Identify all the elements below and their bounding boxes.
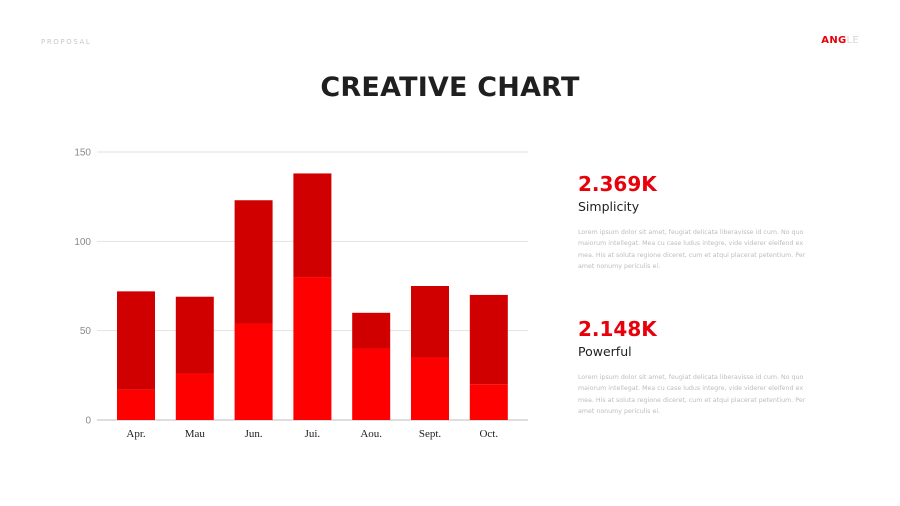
- stat-description: Lorem ipsum dolor sit amet, feugiat deli…: [578, 229, 806, 270]
- stat-value: 2.148K: [578, 317, 657, 341]
- chart-bar-lower: [293, 277, 332, 420]
- chart-bar-lower: [234, 323, 273, 420]
- page-title: CREATIVE CHART: [320, 72, 580, 103]
- chart-bar-upper: [411, 286, 449, 358]
- chart-x-tick-label: Sept.: [419, 428, 442, 440]
- stat-card-2: 2.148K Powerful Lorem ipsum dolor sit am…: [578, 317, 818, 417]
- chart-y-axis: 0 50 100 150: [74, 148, 91, 427]
- brand-logo: ANGLE: [821, 35, 859, 46]
- chart-x-tick-label: Jui.: [305, 428, 321, 440]
- stat-card-1: 2.369K Simplicity Lorem ipsum dolor sit …: [578, 172, 818, 272]
- chart-y-tick-label: 0: [85, 416, 91, 427]
- chart-bar-upper: [469, 294, 508, 385]
- chart-x-tick-label: Oct.: [479, 428, 498, 440]
- chart-x-axis: Apr. Mau Jun. Jui. Aou. Sept. Oct.: [126, 428, 498, 440]
- chart-x-tick-label: Aou.: [360, 428, 382, 440]
- chart-bars: [117, 173, 508, 420]
- stat-label: Powerful: [578, 344, 632, 359]
- chart-x-tick-label: Apr.: [126, 428, 146, 440]
- chart-y-tick-label: 150: [74, 148, 91, 159]
- chart-bar-upper: [352, 312, 391, 349]
- brand-logo-strong: ANG: [821, 35, 847, 46]
- header-label: PROPOSAL: [41, 38, 92, 46]
- chart-bar-lower: [411, 357, 449, 420]
- stat-label: Simplicity: [578, 199, 640, 214]
- chart-bar-lower: [469, 384, 508, 420]
- bar-chart: 0 50 100 150 Apr. Mau Jun. Jui. Aou. Sept. Oct.: [74, 148, 528, 440]
- chart-y-tick-label: 50: [80, 326, 92, 337]
- chart-bar-lower: [117, 389, 155, 420]
- chart-bar-upper: [293, 173, 332, 278]
- chart-bar-upper: [175, 296, 214, 374]
- stat-value: 2.369K: [578, 172, 657, 196]
- chart-bar-lower: [175, 373, 214, 420]
- chart-y-tick-label: 100: [74, 237, 91, 248]
- chart-bar-upper: [234, 200, 273, 324]
- chart-x-tick-label: Jun.: [245, 428, 263, 440]
- chart-bar-upper: [117, 291, 155, 390]
- stat-description: Lorem ipsum dolor sit amet, feugiat deli…: [578, 374, 806, 415]
- chart-x-tick-label: Mau: [185, 428, 206, 440]
- brand-logo-light: LE: [846, 35, 859, 46]
- chart-bar-lower: [352, 348, 391, 420]
